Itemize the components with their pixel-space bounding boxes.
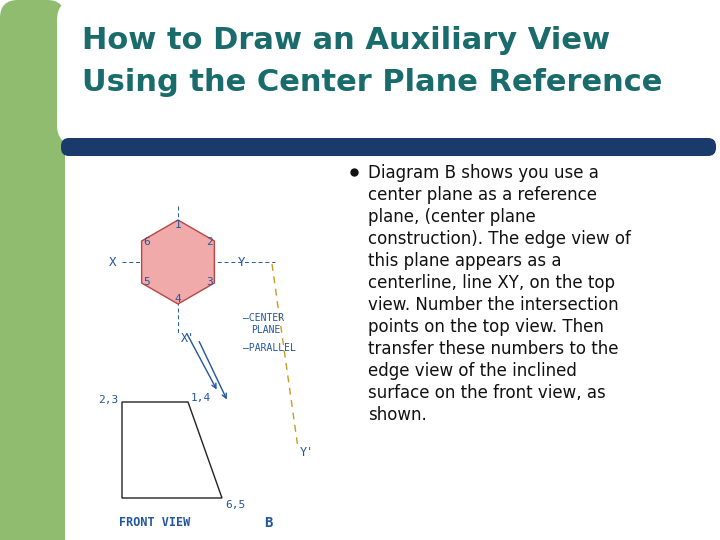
Text: X': X' [181, 332, 195, 345]
Text: this plane appears as a: this plane appears as a [368, 252, 562, 270]
Text: points on the top view. Then: points on the top view. Then [368, 318, 604, 336]
Text: construction). The edge view of: construction). The edge view of [368, 230, 631, 248]
Text: —CENTER: —CENTER [243, 313, 284, 323]
Text: 3: 3 [206, 277, 213, 287]
Text: —PARALLEL: —PARALLEL [243, 343, 296, 353]
Text: Diagram B shows you use a: Diagram B shows you use a [368, 164, 599, 182]
FancyBboxPatch shape [57, 0, 720, 145]
FancyBboxPatch shape [61, 138, 716, 156]
Polygon shape [142, 220, 215, 304]
Text: B: B [264, 516, 272, 530]
Text: centerline, line XY, on the top: centerline, line XY, on the top [368, 274, 615, 292]
Text: PLANE: PLANE [251, 325, 280, 335]
Text: Y: Y [238, 255, 246, 268]
Bar [0, 130, 65, 540]
Text: 6: 6 [143, 237, 150, 247]
Text: 1,4: 1,4 [191, 393, 211, 403]
Text: view. Number the intersection: view. Number the intersection [368, 296, 618, 314]
Text: 1: 1 [175, 220, 181, 230]
Text: 4: 4 [175, 294, 181, 304]
Text: X: X [109, 255, 116, 268]
Text: 2,3: 2,3 [98, 395, 118, 405]
Text: How to Draw an Auxiliary View: How to Draw an Auxiliary View [82, 26, 610, 55]
Text: 2: 2 [206, 237, 213, 247]
Text: Y': Y' [300, 446, 314, 458]
Text: plane, (center plane: plane, (center plane [368, 208, 536, 226]
Text: surface on the front view, as: surface on the front view, as [368, 384, 606, 402]
Text: transfer these numbers to the: transfer these numbers to the [368, 340, 618, 358]
Text: FRONT VIEW: FRONT VIEW [120, 516, 191, 529]
Text: center plane as a reference: center plane as a reference [368, 186, 597, 204]
Text: shown.: shown. [368, 406, 427, 424]
Polygon shape [122, 402, 222, 498]
Text: Using the Center Plane Reference: Using the Center Plane Reference [82, 68, 662, 97]
Text: 5: 5 [143, 277, 150, 287]
Text: edge view of the inclined: edge view of the inclined [368, 362, 577, 380]
FancyBboxPatch shape [0, 0, 65, 150]
Text: 6,5: 6,5 [225, 500, 246, 510]
